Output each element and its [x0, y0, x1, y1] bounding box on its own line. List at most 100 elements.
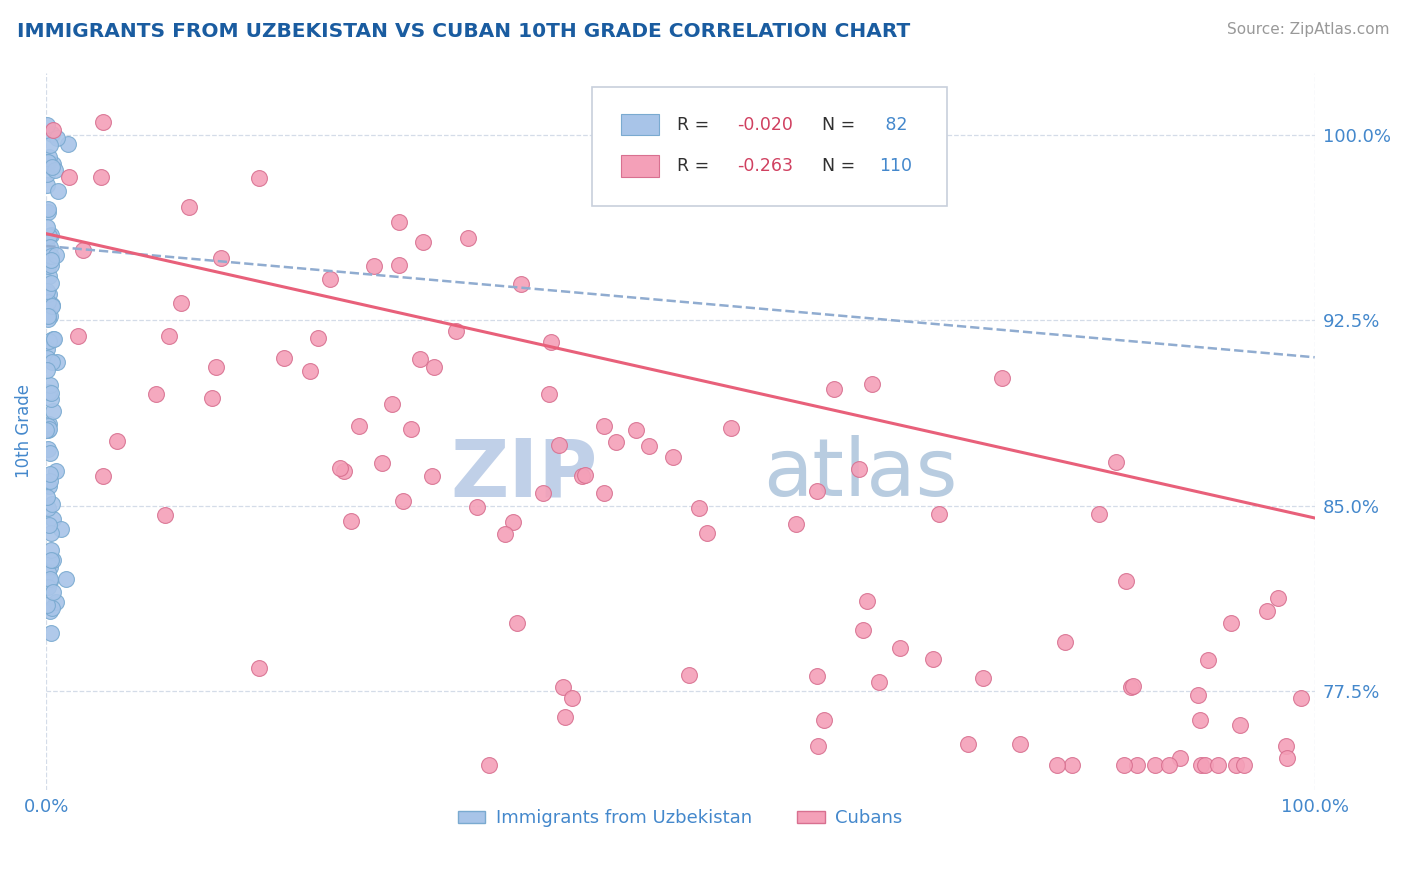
Point: [247, 171, 270, 186]
Point: [37, 351, 59, 366]
Point: [409, 351, 432, 366]
Point: [35, 167, 58, 181]
Point: [1225, 758, 1247, 772]
Point: [423, 359, 446, 374]
Point: [347, 419, 370, 434]
FancyBboxPatch shape: [621, 114, 659, 136]
Legend: Immigrants from Uzbekistan, Cubans: Immigrants from Uzbekistan, Cubans: [451, 802, 910, 835]
Point: [412, 235, 434, 250]
Point: [1187, 688, 1209, 702]
Point: [41, 299, 63, 313]
Point: [41, 512, 63, 526]
Point: [823, 382, 845, 396]
Point: [478, 758, 501, 772]
Point: [37, 154, 59, 169]
Point: [1126, 758, 1149, 772]
Point: [1233, 758, 1256, 772]
Point: [42, 332, 65, 346]
Point: [956, 737, 979, 751]
Point: [1194, 758, 1216, 772]
Point: [37, 310, 59, 324]
Point: [45, 247, 67, 261]
Text: N =: N =: [823, 157, 862, 175]
Point: [1115, 574, 1137, 588]
Point: [93, 469, 115, 483]
Point: [38, 417, 60, 431]
Point: [38, 385, 60, 400]
Point: [41, 584, 63, 599]
Point: [1054, 635, 1077, 649]
Point: [1088, 508, 1111, 522]
Point: [856, 593, 879, 607]
Point: [273, 351, 295, 365]
Point: [41, 127, 63, 141]
Point: [392, 494, 415, 508]
Point: [388, 258, 411, 272]
Point: [45, 464, 67, 478]
Point: [37, 565, 59, 579]
Point: [38, 517, 60, 532]
Point: [39, 240, 62, 254]
Point: [540, 335, 562, 350]
Text: 82: 82: [880, 116, 907, 134]
Point: [38, 474, 60, 488]
Point: [1114, 758, 1136, 772]
Point: [39, 543, 62, 558]
Point: [55, 572, 77, 586]
Point: [37, 285, 59, 299]
FancyBboxPatch shape: [592, 87, 946, 206]
Text: 110: 110: [880, 157, 912, 175]
Point: [1267, 591, 1289, 605]
Point: [41, 497, 63, 511]
Point: [58, 169, 80, 184]
Point: [35, 363, 58, 377]
Point: [41, 355, 63, 369]
Point: [42, 332, 65, 346]
Point: [38, 604, 60, 618]
Point: [1277, 751, 1299, 765]
Point: [922, 652, 945, 666]
Point: [506, 615, 529, 630]
Point: [37, 205, 59, 219]
Point: [157, 329, 180, 343]
Point: [35, 342, 58, 356]
Point: [371, 456, 394, 470]
Point: [332, 464, 354, 478]
Point: [91, 115, 114, 129]
Point: [42, 157, 65, 171]
Point: [39, 626, 62, 640]
Point: [37, 260, 59, 274]
Point: [41, 160, 63, 174]
Point: [531, 486, 554, 500]
Point: [1010, 737, 1032, 751]
Point: [806, 669, 828, 683]
Point: [444, 324, 467, 338]
Point: [37, 295, 59, 310]
Point: [38, 479, 60, 493]
Point: [35, 220, 58, 235]
Point: [38, 269, 60, 284]
Point: [1189, 758, 1212, 772]
Point: [1144, 758, 1167, 772]
Point: [571, 468, 593, 483]
Text: IMMIGRANTS FROM UZBEKISTAN VS CUBAN 10TH GRADE CORRELATION CHART: IMMIGRANTS FROM UZBEKISTAN VS CUBAN 10TH…: [17, 22, 910, 41]
Point: [56, 137, 79, 152]
Point: [41, 122, 63, 136]
Point: [39, 526, 62, 541]
Point: [972, 671, 994, 685]
Text: -0.263: -0.263: [738, 157, 793, 175]
Point: [38, 150, 60, 164]
Point: [553, 680, 575, 694]
Point: [1220, 616, 1243, 631]
Point: [35, 599, 58, 613]
Point: [807, 739, 830, 753]
Point: [785, 517, 807, 532]
Point: [37, 178, 59, 192]
Point: [49, 523, 72, 537]
Point: [1275, 739, 1298, 754]
Text: Source: ZipAtlas.com: Source: ZipAtlas.com: [1226, 22, 1389, 37]
Point: [67, 329, 90, 343]
FancyBboxPatch shape: [621, 155, 659, 177]
Point: [44, 163, 66, 178]
Point: [105, 434, 128, 448]
